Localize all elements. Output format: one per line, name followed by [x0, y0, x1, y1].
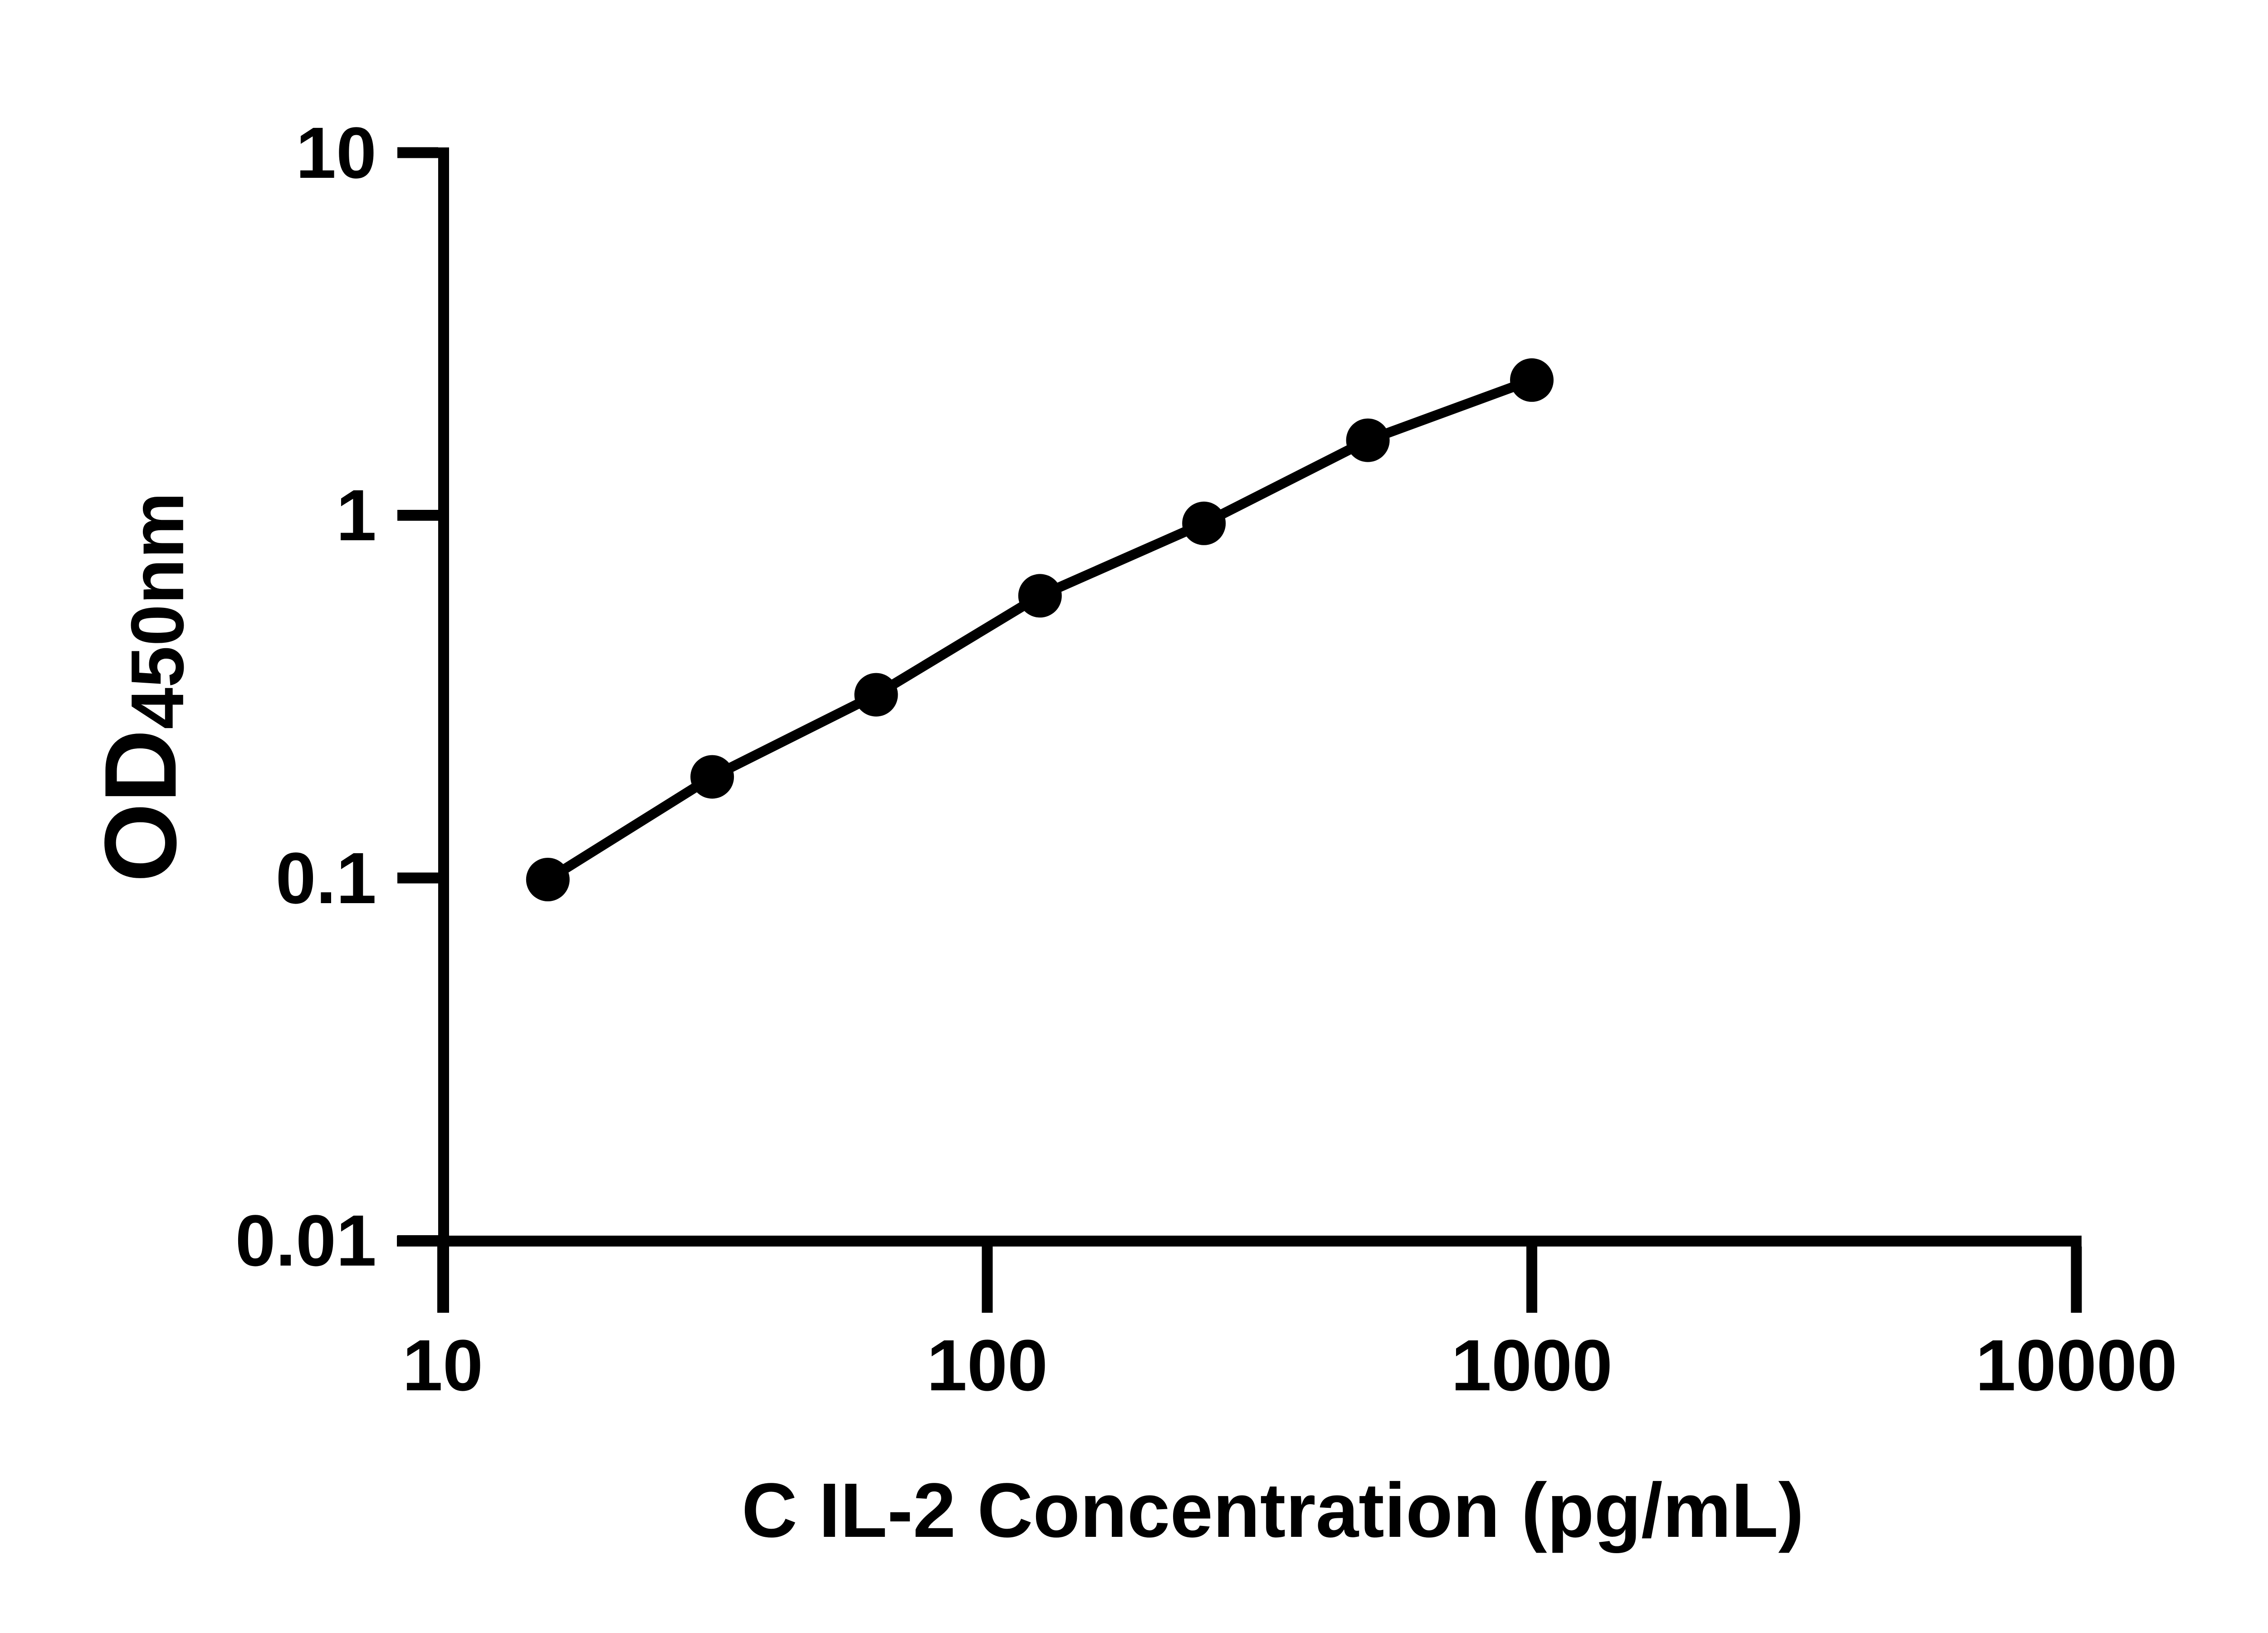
y-tick-label: 0.1 [275, 837, 376, 919]
x-tick-label: 100 [927, 1325, 1048, 1406]
x-tick-label: 1000 [1451, 1325, 1613, 1406]
data-point-marker [690, 755, 734, 799]
data-point-marker [1018, 574, 1062, 618]
x-axis-title: C IL-2 Concentration (pg/mL) [741, 1467, 1804, 1554]
y-tick [397, 1235, 438, 1246]
x-tick [1526, 1247, 1537, 1313]
y-axis-title-main: OD [83, 729, 198, 883]
x-axis-line [397, 1236, 2082, 1247]
y-tick-label: 10 [296, 112, 376, 193]
y-axis-title: OD450nm [82, 492, 200, 882]
standard-curve-line [545, 375, 1534, 884]
x-tick [982, 1247, 993, 1313]
y-tick-label: 1 [336, 474, 376, 556]
x-tick [437, 1247, 448, 1313]
data-point-marker [1510, 358, 1554, 402]
y-tick [397, 147, 438, 158]
y-tick [397, 510, 438, 521]
data-point-marker [1346, 418, 1390, 462]
y-tick [397, 872, 438, 884]
data-point-marker [854, 673, 898, 717]
data-point-marker [1182, 501, 1226, 545]
data-point-marker [526, 858, 570, 901]
x-tick-label: 10 [402, 1325, 483, 1406]
x-tick-label: 10000 [1975, 1325, 2177, 1406]
y-axis-line [438, 147, 449, 1313]
x-tick [2071, 1247, 2082, 1313]
y-tick-label: 0.01 [235, 1200, 376, 1281]
y-axis-title-subscript: 450nm [115, 492, 199, 729]
